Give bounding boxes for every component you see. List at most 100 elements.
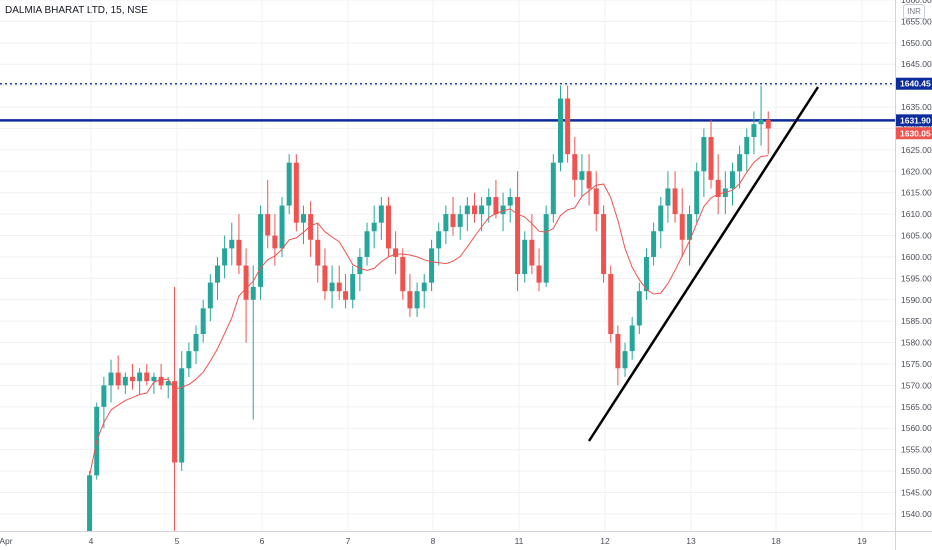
time-tick-label: 13 bbox=[686, 536, 696, 546]
price-tick-label: 1565.00 bbox=[901, 402, 932, 412]
candle-body bbox=[385, 205, 391, 249]
candle-body bbox=[129, 376, 135, 382]
candle-body bbox=[258, 214, 264, 287]
candle-body bbox=[507, 196, 513, 206]
price-tick-label: 1600.00 bbox=[901, 252, 932, 262]
candle-body bbox=[658, 205, 664, 232]
last-price-badge bbox=[896, 127, 932, 140]
candle-body bbox=[364, 231, 370, 257]
price-tick-label: 1545.00 bbox=[901, 487, 932, 497]
candle-body bbox=[744, 137, 750, 155]
candle-body bbox=[87, 475, 93, 531]
candle-body bbox=[371, 222, 377, 232]
price-tick-label: 1560.00 bbox=[901, 423, 932, 433]
time-tick-label: 7 bbox=[346, 536, 351, 546]
price-levels bbox=[0, 82, 895, 122]
candle-body bbox=[357, 256, 363, 275]
chart-title: DALMIA BHARAT LTD, 15, NSE bbox=[5, 5, 148, 16]
candle-body bbox=[250, 286, 256, 300]
price-tick-label: 1610.00 bbox=[901, 209, 932, 219]
candle-body bbox=[101, 385, 107, 407]
price-tick-label: 1590.00 bbox=[901, 295, 932, 305]
candle-body bbox=[193, 334, 199, 352]
candle-body bbox=[137, 372, 143, 382]
candle-body bbox=[665, 188, 671, 206]
candle-body bbox=[172, 381, 178, 463]
price-badge-label: 1631.90 bbox=[900, 115, 931, 125]
candle-body bbox=[243, 265, 249, 300]
price-tick-label: 1660.00 bbox=[901, 0, 932, 5]
candle-body bbox=[315, 239, 321, 266]
candle-body bbox=[272, 235, 278, 249]
candle-body bbox=[179, 368, 185, 463]
candle-body bbox=[236, 239, 242, 266]
candle-body bbox=[214, 265, 220, 283]
candle-body bbox=[715, 179, 721, 197]
candle-body bbox=[158, 376, 164, 386]
time-tick-label: 18 bbox=[771, 536, 781, 546]
candle-body bbox=[479, 205, 485, 215]
candle-body bbox=[701, 137, 707, 172]
price-tick-label: 1645.00 bbox=[901, 59, 932, 69]
candle-body bbox=[165, 381, 171, 386]
candle-body bbox=[765, 119, 771, 129]
candle-body bbox=[393, 248, 399, 257]
time-tick-label: 6 bbox=[260, 536, 265, 546]
candle-body bbox=[336, 282, 342, 292]
price-tick-label: 1540.00 bbox=[901, 509, 932, 519]
last-price-label: 1630.05 bbox=[900, 128, 931, 138]
candle-body bbox=[572, 154, 578, 180]
candle-body bbox=[151, 376, 157, 382]
price-tick-label: 1620.00 bbox=[901, 166, 932, 176]
candle-body bbox=[200, 308, 206, 335]
candle-body bbox=[122, 376, 128, 386]
time-tick-label: 11 bbox=[515, 536, 524, 546]
currency-badge[interactable]: INR bbox=[903, 4, 925, 19]
candle-body bbox=[679, 214, 685, 240]
candle-body bbox=[579, 171, 585, 180]
price-tick-label: 1655.00 bbox=[901, 16, 932, 26]
candle-body bbox=[687, 214, 693, 240]
time-axis[interactable]: Apr 4 5 6 7 8 11 12 13 18 19 bbox=[0, 536, 867, 546]
price-axis[interactable]: 1540.00 1545.00 1550.00 1555.00 1560.00 1565.… bbox=[896, 0, 932, 519]
candle-body bbox=[694, 171, 700, 215]
candle-body bbox=[493, 196, 499, 215]
candle-body bbox=[622, 351, 628, 369]
price-tick-label: 1570.00 bbox=[901, 380, 932, 390]
candle-body bbox=[407, 291, 413, 309]
candle-body bbox=[286, 162, 292, 206]
candle-body bbox=[450, 214, 456, 227]
ascending-trendline bbox=[587, 86, 820, 442]
price-tick-label: 1625.00 bbox=[901, 145, 932, 155]
time-tick-label: 8 bbox=[431, 536, 436, 546]
candle-body bbox=[400, 256, 406, 292]
price-badge bbox=[896, 77, 932, 90]
price-tick-label: 1575.00 bbox=[901, 359, 932, 369]
candle-body bbox=[593, 188, 599, 215]
candle-body bbox=[207, 282, 213, 309]
candle-body bbox=[550, 162, 556, 215]
price-tick-label: 1555.00 bbox=[901, 445, 932, 455]
candle-body bbox=[486, 196, 492, 206]
candle-body bbox=[500, 205, 506, 215]
time-tick-label: Apr bbox=[0, 536, 13, 546]
candle-body bbox=[350, 274, 356, 300]
candle-body bbox=[758, 119, 764, 125]
candle-body bbox=[293, 162, 299, 223]
candles bbox=[87, 85, 771, 531]
candle-body bbox=[651, 231, 657, 257]
price-tick-label: 1605.00 bbox=[901, 231, 932, 241]
candle-body bbox=[443, 214, 449, 232]
candle-body bbox=[615, 334, 621, 369]
candle-body bbox=[144, 372, 150, 382]
candle-body bbox=[643, 256, 649, 292]
candle-body bbox=[265, 214, 271, 236]
candle-body bbox=[308, 214, 314, 240]
candle-body bbox=[586, 171, 592, 189]
candle-body bbox=[608, 274, 614, 335]
candle-body bbox=[115, 372, 121, 386]
candle-body bbox=[737, 154, 743, 172]
candle-body bbox=[457, 214, 463, 227]
time-tick-label: 5 bbox=[175, 536, 180, 546]
